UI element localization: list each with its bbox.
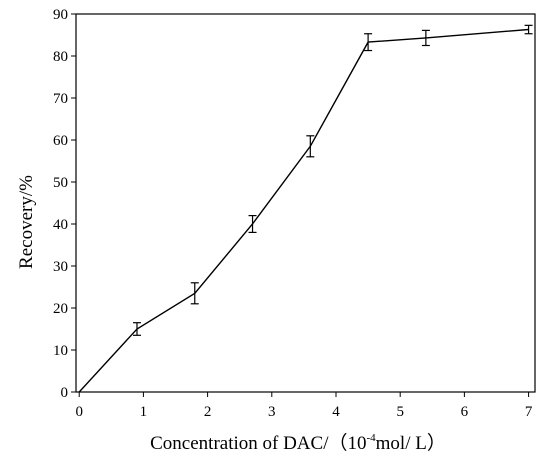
y-axis-label: Recovery/%: [16, 175, 37, 269]
error-bar: [190, 282, 199, 305]
recovery-series-line: [78, 28, 529, 393]
error-bar: [248, 215, 257, 233]
plot-frame: [75, 13, 536, 393]
y-axis: 0 10 20 30 40 50 60 70 80 90: [53, 7, 76, 401]
x-tick-label: 4: [332, 404, 340, 420]
x-axis-label: Concentration of DAC/（10-4mol/ L）: [150, 432, 446, 454]
y-tick-label: 80: [53, 49, 68, 65]
x-tick-label: 3: [268, 404, 276, 420]
y-tick-label: 60: [53, 133, 68, 149]
series-group: [78, 24, 533, 393]
y-tick-label: 70: [53, 91, 68, 107]
x-axis-label-part-2: mol/ L）: [376, 432, 446, 454]
y-tick-label: 50: [53, 175, 68, 191]
y-tick-label: 90: [53, 7, 68, 23]
x-axis: 0 1 2 3 4 5 6 7: [75, 392, 533, 420]
y-tick-label: 20: [53, 301, 68, 317]
x-tick-label: 0: [75, 404, 83, 420]
error-bar: [364, 33, 373, 52]
x-axis-label-superscript: -4: [366, 432, 376, 444]
x-tick-label: 5: [396, 404, 404, 420]
plot-border: [75, 13, 536, 393]
x-tick-label: 2: [204, 404, 212, 420]
error-bar: [306, 135, 315, 158]
x-tick-label: 1: [140, 404, 148, 420]
y-tick-label: 40: [53, 217, 68, 233]
x-tick-label: 7: [525, 404, 533, 420]
y-tick-label: 0: [61, 385, 69, 401]
y-tick-label: 10: [53, 343, 68, 359]
y-tick-label: 30: [53, 259, 68, 275]
x-tick-label: 6: [461, 404, 469, 420]
x-axis-label-part-1: Concentration of DAC/（10: [150, 432, 366, 454]
error-bar: [132, 322, 141, 336]
error-bar: [421, 29, 430, 47]
error-bar: [524, 24, 533, 35]
